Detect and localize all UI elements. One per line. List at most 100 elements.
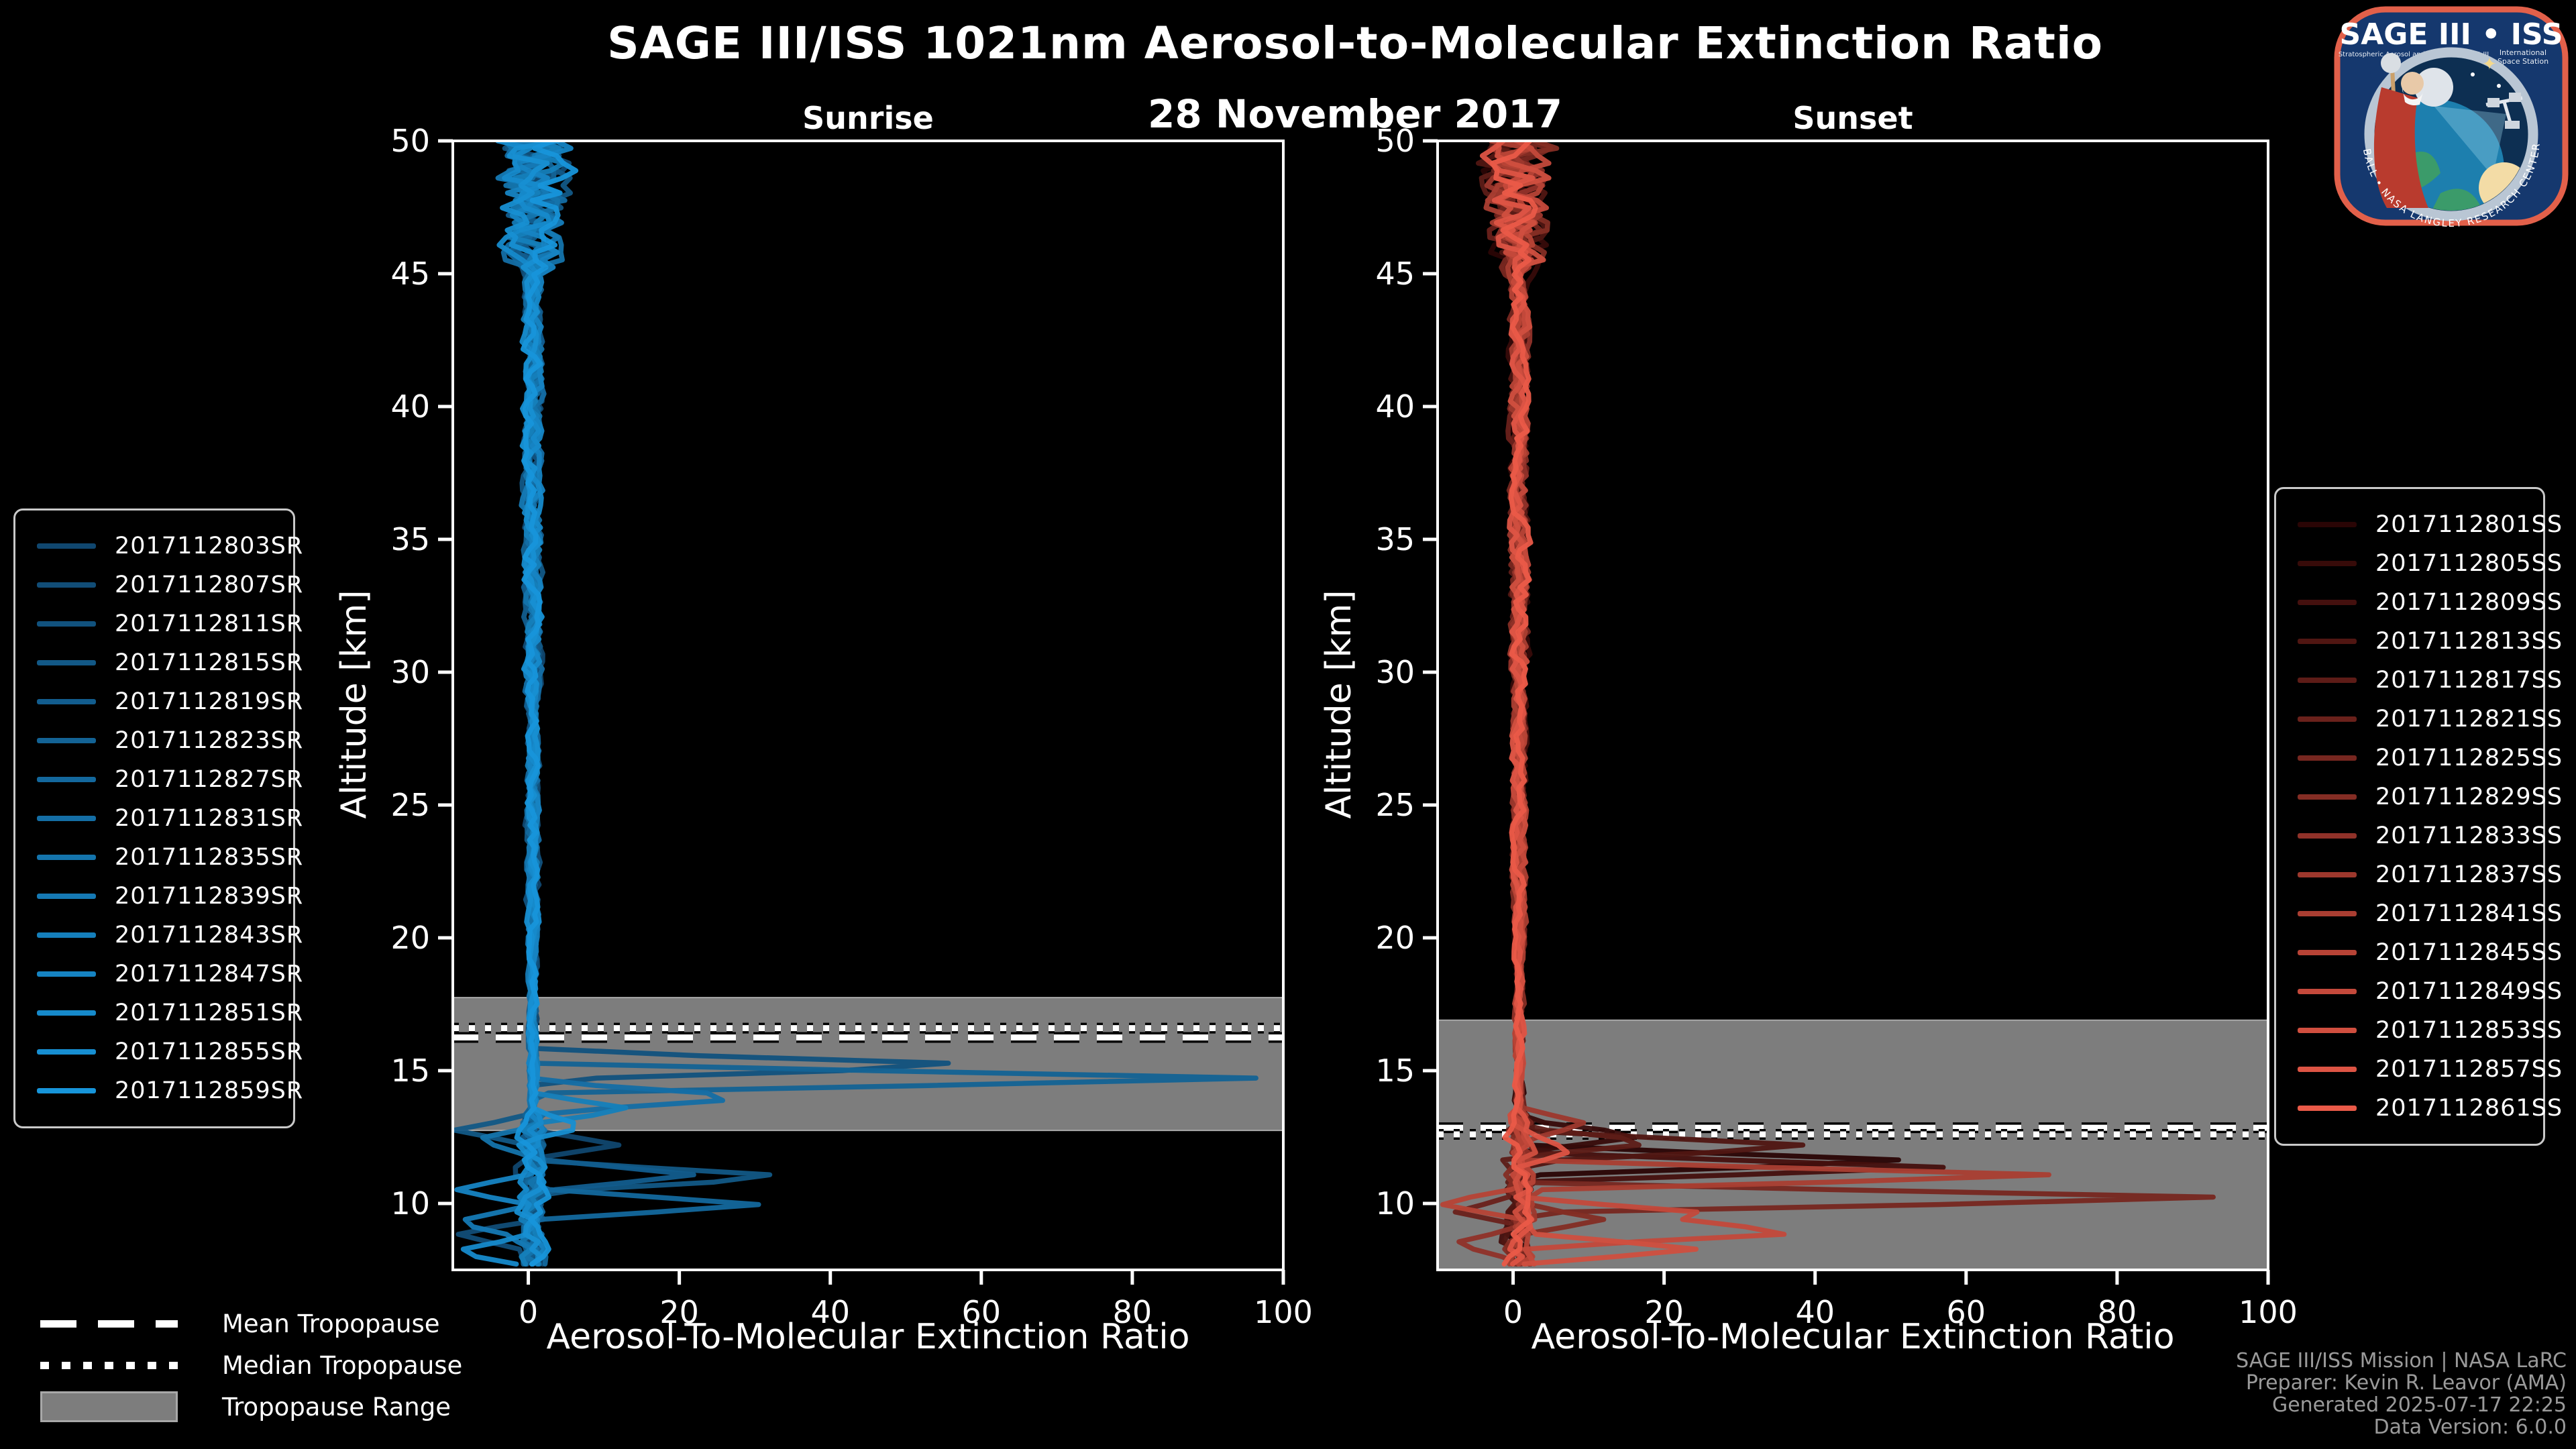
plot-border xyxy=(451,140,1285,1271)
legend-item: 2017112819SR xyxy=(28,682,303,721)
legend-event-id: 2017112837SS xyxy=(2375,861,2563,888)
legend-event-id: 2017112859SR xyxy=(115,1077,304,1104)
legend-event-id: 2017112811SR xyxy=(115,610,304,637)
y-tick-label: 45 xyxy=(390,256,430,292)
moon-icon xyxy=(2414,68,2453,107)
y-tick-label: 30 xyxy=(1375,654,1415,690)
sun-beam xyxy=(2434,106,2506,176)
legend-event-id: 2017112845SS xyxy=(2375,939,2563,966)
logo-subtitle-right2: Space Station xyxy=(2498,57,2548,66)
legend-item: 2017112825SS xyxy=(2288,739,2562,777)
legend-line-swatch xyxy=(37,1049,96,1055)
y-tick-label: 25 xyxy=(1375,787,1415,823)
footer-credits: SAGE III/ISS Mission | NASA LaRC Prepare… xyxy=(2236,1350,2567,1438)
legend-item: 2017112811SR xyxy=(28,604,303,643)
legend-line-swatch xyxy=(2298,1028,2357,1033)
tropopause-legend: Mean Tropopause Median Tropopause Tropop… xyxy=(40,1303,462,1428)
legend-event-id: 2017112827SR xyxy=(115,766,304,793)
y-tick-label: 10 xyxy=(390,1185,430,1222)
legend-line-swatch xyxy=(2298,639,2357,644)
legend-item: 2017112809SS xyxy=(2288,583,2562,622)
legend-event-id: 2017112851SR xyxy=(115,1000,304,1026)
iss-icon xyxy=(2485,93,2523,129)
legend-item: 2017112815SR xyxy=(28,643,303,682)
y-tick-label: 10 xyxy=(1375,1185,1415,1222)
gray-band-sample xyxy=(40,1391,178,1422)
legend-line-swatch xyxy=(37,1088,96,1093)
legend-event-id: 2017112847SR xyxy=(115,961,304,987)
legend-event-id: 2017112833SS xyxy=(2375,822,2563,849)
y-tick-label: 40 xyxy=(390,388,430,425)
legend-event-id: 2017112839SR xyxy=(115,883,304,910)
x-tick-label: 0 xyxy=(519,1294,538,1330)
y-tick-label: 30 xyxy=(390,654,430,690)
legend-item: 2017112813SS xyxy=(2288,622,2562,661)
date-subtitle: 28 November 2017 xyxy=(1148,91,1562,137)
legend-event-id: 2017112841SS xyxy=(2375,900,2563,927)
x-tick-label: 40 xyxy=(1795,1294,1835,1330)
legend-line-swatch xyxy=(37,816,96,821)
x-tick-label: 0 xyxy=(1503,1294,1523,1330)
logo-title: SAGE III • ISS xyxy=(2340,17,2563,52)
legend-line-swatch xyxy=(2298,755,2357,761)
legend-event-id: 2017112849SS xyxy=(2375,978,2563,1005)
legend-event-id: 2017112843SR xyxy=(115,922,304,949)
sage-figure xyxy=(2373,53,2428,208)
legend-line-swatch xyxy=(37,855,96,860)
legend-item: 2017112857SS xyxy=(2288,1050,2562,1089)
legend-line-swatch xyxy=(2298,561,2357,566)
legend-item: 2017112851SR xyxy=(28,994,303,1032)
legend-line-swatch xyxy=(37,738,96,743)
legend-line-swatch xyxy=(2298,950,2357,955)
legend-item: 2017112853SS xyxy=(2288,1011,2562,1050)
y-tick-label: 50 xyxy=(390,123,430,159)
legend-event-id: 2017112825SS xyxy=(2375,745,2563,771)
legend-event-id: 2017112835SR xyxy=(115,844,304,871)
y-tick-label: 35 xyxy=(1375,521,1415,557)
legend-item: 2017112831SR xyxy=(28,799,303,838)
sunset-panel-title: Sunset xyxy=(1792,100,1913,136)
legend-event-id: 2017112813SS xyxy=(2375,628,2563,655)
profile-line-2017112861SS xyxy=(1490,141,1538,1267)
mean-tropopause-legend-item: Mean Tropopause xyxy=(40,1303,462,1344)
legend-line-swatch xyxy=(37,971,96,977)
legend-item: 2017112821SS xyxy=(2288,700,2562,739)
x-tick-label: 60 xyxy=(962,1294,1002,1330)
y-tick-label: 20 xyxy=(390,920,430,956)
legend-item: 2017112805SS xyxy=(2288,544,2562,583)
mean-tropopause-label: Mean Tropopause xyxy=(222,1309,440,1338)
legend-item: 2017112843SR xyxy=(28,916,303,955)
legend-item: 2017112827SR xyxy=(28,760,303,799)
sunset-yaxis-label: Altitude [km] xyxy=(1319,590,1359,818)
legend-item: 2017112855SR xyxy=(28,1032,303,1071)
footer-preparer: Preparer: Kevin R. Leavor (AMA) xyxy=(2245,1371,2567,1395)
legend-line-swatch xyxy=(2298,1067,2357,1072)
sunrise-event-legend: 2017112803SR 2017112807SR 2017112811SR 2017… xyxy=(13,508,303,1128)
legend-line-swatch xyxy=(2298,989,2357,994)
legend-item: 2017112839SR xyxy=(28,877,303,916)
legend-item: 2017112803SR xyxy=(28,527,303,566)
legend-line-swatch xyxy=(37,894,96,899)
legend-line-swatch xyxy=(37,699,96,704)
sunrise-xaxis-label: Aerosol-To-Molecular Extinction Ratio xyxy=(546,1317,1189,1357)
legend-line-swatch xyxy=(37,1010,96,1016)
legend-line-swatch xyxy=(2298,833,2357,839)
legend-event-id: 2017112821SS xyxy=(2375,706,2563,733)
legend-line-swatch xyxy=(2298,794,2357,800)
profiles-group xyxy=(1440,141,2216,1267)
legend-item: 2017112849SS xyxy=(2288,972,2562,1011)
x-tick-label: 20 xyxy=(659,1294,699,1330)
sunset-plot-area: 0 20 40 60 80 100 10 15 20 25 30 35 40 45 50 xyxy=(1375,123,2297,1330)
legend-event-id: 2017112801SS xyxy=(2375,511,2563,538)
legend-event-id: 2017112853SS xyxy=(2375,1017,2563,1044)
profile-line-2017112851SR xyxy=(460,141,553,1267)
x-tick-label: 40 xyxy=(810,1294,850,1330)
legend-line-swatch xyxy=(37,582,96,588)
legend-line-swatch xyxy=(37,543,96,549)
legend-item: 2017112817SS xyxy=(2288,661,2562,700)
stars: ✦ xyxy=(2471,54,2501,88)
legend-item: 2017112801SS xyxy=(2288,505,2562,544)
legend-event-id: 2017112807SR xyxy=(115,572,304,598)
legend-item: 2017112823SR xyxy=(28,721,303,760)
plot-border xyxy=(1436,140,2269,1271)
